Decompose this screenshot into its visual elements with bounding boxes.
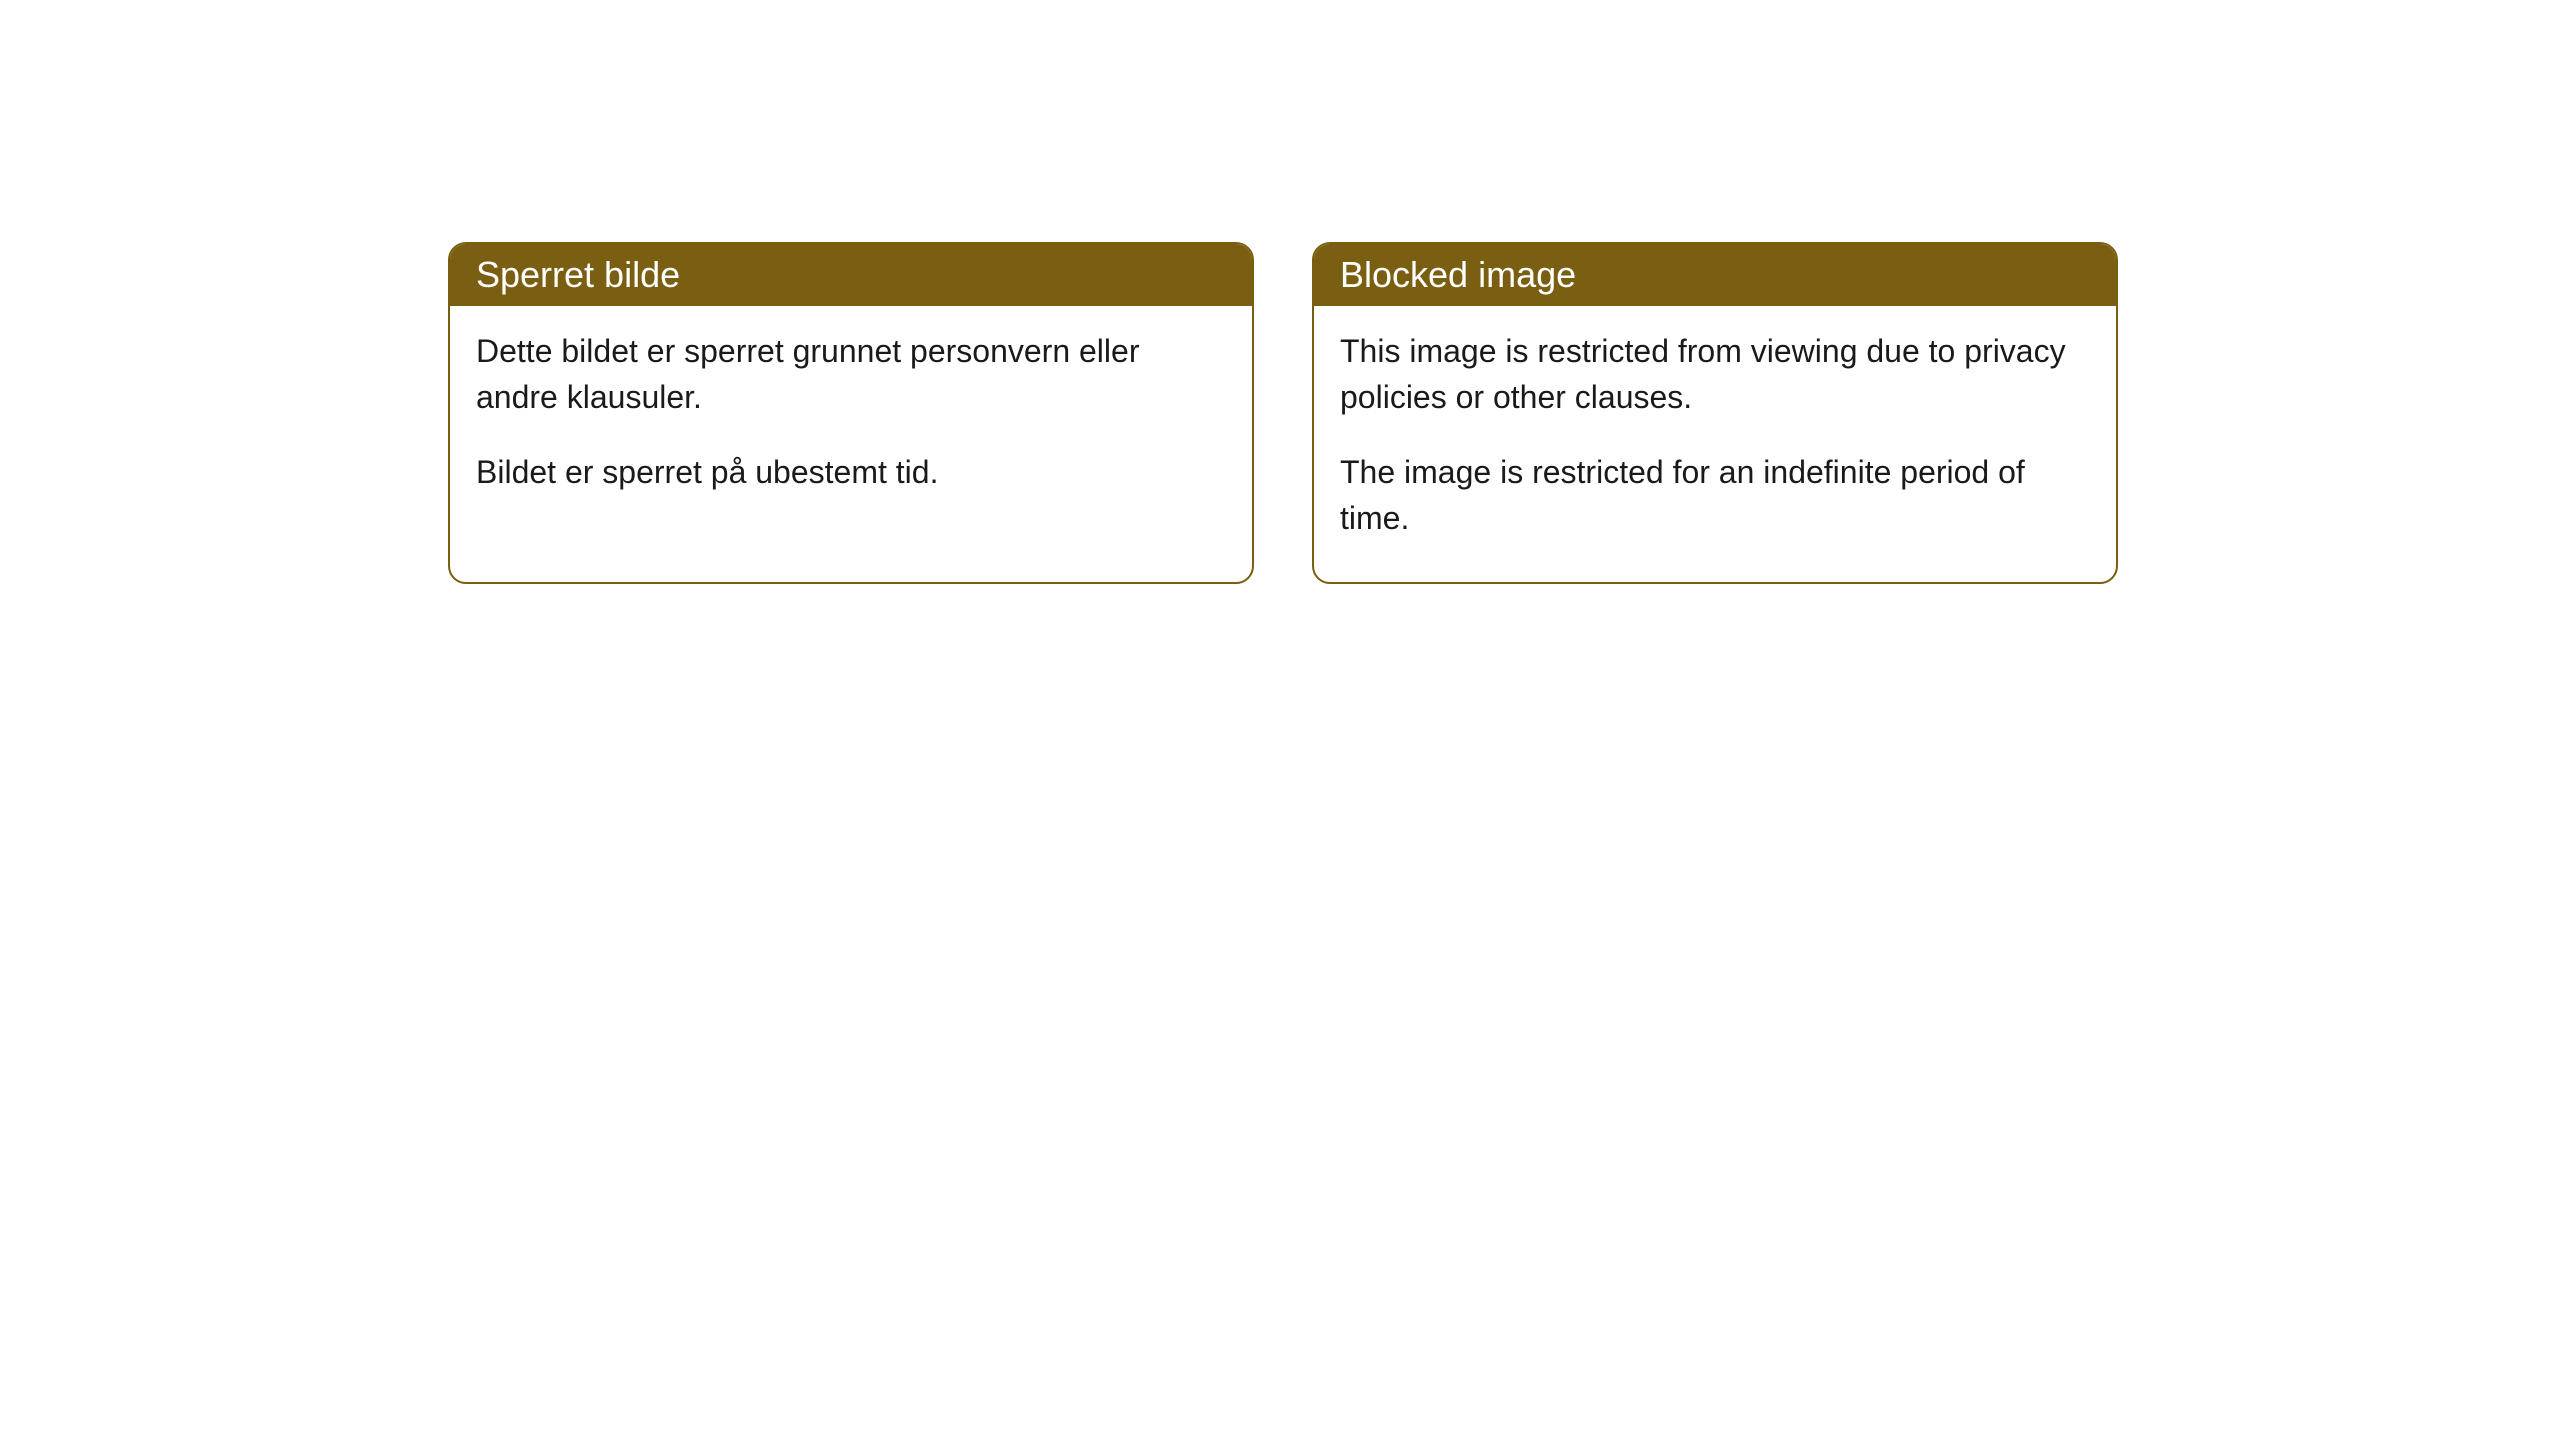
card-paragraph: The image is restricted for an indefinit… — [1340, 449, 2090, 542]
card-english: Blocked image This image is restricted f… — [1312, 242, 2118, 584]
card-body-norwegian: Dette bildet er sperret grunnet personve… — [450, 306, 1252, 535]
cards-container: Sperret bilde Dette bildet er sperret gr… — [448, 242, 2118, 584]
card-paragraph: Dette bildet er sperret grunnet personve… — [476, 328, 1226, 421]
card-body-english: This image is restricted from viewing du… — [1314, 306, 2116, 582]
card-paragraph: Bildet er sperret på ubestemt tid. — [476, 449, 1226, 495]
card-header-english: Blocked image — [1314, 244, 2116, 306]
card-paragraph: This image is restricted from viewing du… — [1340, 328, 2090, 421]
card-header-norwegian: Sperret bilde — [450, 244, 1252, 306]
card-norwegian: Sperret bilde Dette bildet er sperret gr… — [448, 242, 1254, 584]
